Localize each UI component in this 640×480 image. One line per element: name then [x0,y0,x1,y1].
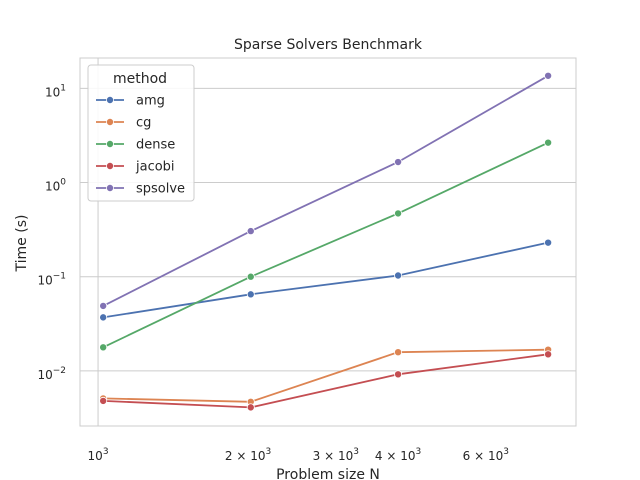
legend-label-cg: cg [136,116,151,131]
legend-swatch-marker-cg [106,118,115,127]
series-line-spsolve [102,75,549,307]
data-point-dense-0 [99,343,108,352]
data-point-spsolve-2 [394,158,403,167]
x-tick-label-4: 6 × 103 [463,447,509,463]
y-tick-label-0: 10−2 [37,366,66,382]
legend-swatch-marker-jacobi [106,161,115,170]
legend-label-amg: amg [136,94,165,109]
x-tick-label-3: 4 × 103 [375,447,421,463]
y-axis-label: Time (s) [14,215,30,273]
y-tick-label-1: 10−1 [37,272,66,288]
data-point-spsolve-0 [99,301,108,310]
x-axis-label: Problem size N [276,467,380,480]
legend-label-jacobi: jacobi [135,160,175,175]
legend-swatch-marker-amg [106,96,115,105]
data-point-jacobi-2 [394,370,403,379]
data-point-amg-2 [394,271,403,280]
series-line-jacobi [103,353,549,409]
data-point-spsolve-1 [246,227,255,236]
data-point-amg-0 [99,313,108,322]
data-point-spsolve-3 [544,71,553,80]
legend-swatch-marker-dense [106,139,115,148]
y-tick-label-3: 101 [45,83,66,99]
x-tick-label-1: 2 × 103 [225,447,271,463]
chart-title: Sparse Solvers Benchmark [234,37,423,53]
legend: method amg cg dense jacobi spsolve [87,64,195,202]
y-tick-label-2: 100 [45,178,66,194]
plot-area: 103 2 × 103 3 × 103 4 × 103 6 × 103 10−2 10−1 1… [37,57,577,463]
legend-label-dense: dense [136,138,175,153]
plot-frame [79,57,577,427]
series-line-amg [103,241,549,319]
series-line-dense [102,141,549,349]
data-point-jacobi-3 [544,350,553,359]
data-point-dense-3 [544,138,553,147]
series-line-cg [103,348,549,403]
data-point-amg-3 [544,238,553,247]
data-point-jacobi-1 [246,403,255,412]
data-point-dense-1 [246,272,255,281]
data-point-jacobi-0 [99,396,108,405]
x-tick-label-2: 3 × 103 [313,447,359,463]
data-point-dense-2 [394,209,403,218]
data-point-amg-1 [246,290,255,299]
legend-swatch-marker-spsolve [106,183,115,192]
legend-box [87,64,195,202]
x-tick-label-0: 103 [88,447,109,463]
data-point-cg-2 [394,348,403,357]
legend-title: method [113,71,167,87]
legend-label-spsolve: spsolve [136,182,185,197]
